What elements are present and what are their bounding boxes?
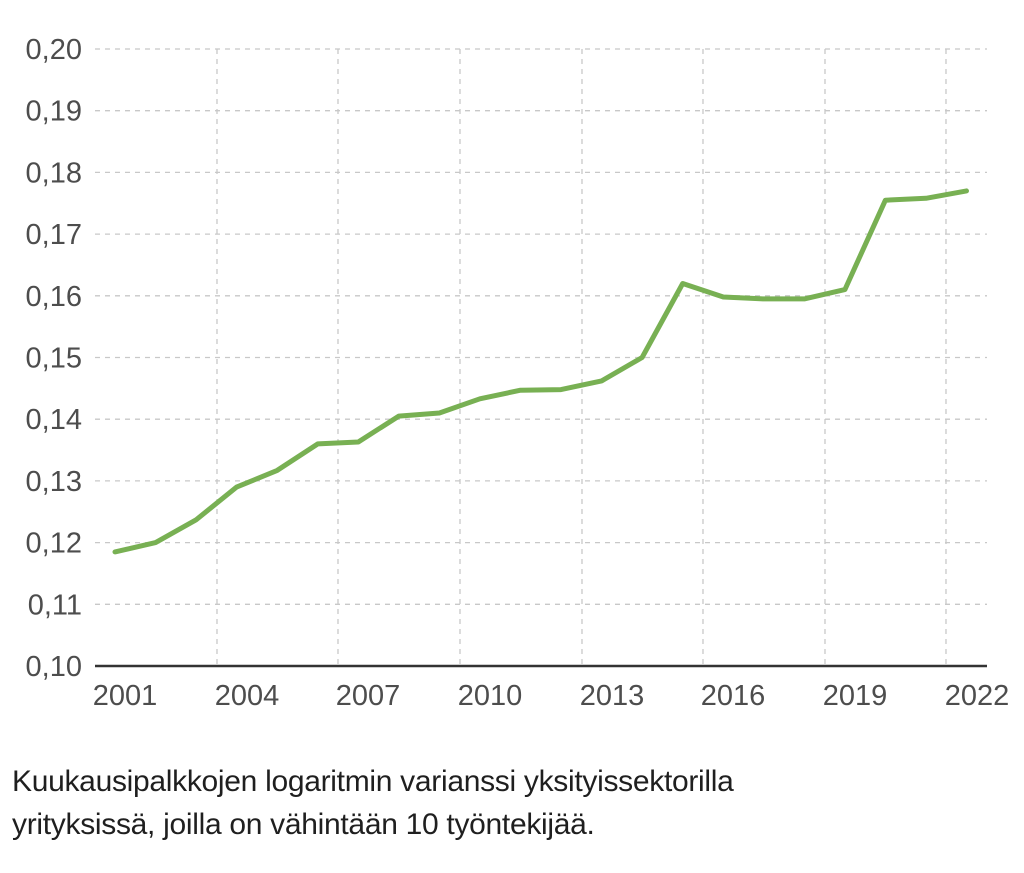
x-tick-label: 2013 [580,680,645,712]
vertical-gridlines [216,49,947,666]
caption-line-1: Kuukausipalkkojen logaritmin varianssi y… [12,765,734,798]
y-tick-label: 0,11 [28,589,82,621]
x-tick-label: 2022 [945,680,1010,712]
y-tick-label: 0,16 [26,281,82,313]
x-tick-label: 2007 [336,680,401,712]
y-tick-label: 0,15 [26,343,82,375]
y-tick-label: 0,20 [26,34,82,66]
x-tick-label: 2001 [93,680,158,712]
y-tick-label: 0,18 [26,157,82,189]
x-tick-label: 2019 [823,680,888,712]
y-tick-label: 0,10 [26,651,82,683]
line-chart: 0,10 0,11 0,12 0,13 0,14 0,15 0,16 0,17 0,18 0,19… [26,34,1010,712]
x-tick-label: 2016 [701,680,766,712]
x-axis-tick-labels: 2001 2004 2007 2010 2013 2016 2019 2022 [93,680,1010,712]
caption-line-2: yrityksissä, joilla on vähintään 10 työn… [12,808,595,841]
data-series-line [112,188,969,555]
y-tick-label: 0,12 [26,528,82,560]
y-tick-label: 0,14 [26,404,82,436]
x-tick-label: 2010 [458,680,523,712]
chart-caption: Kuukausipalkkojen logaritmin varianssi y… [12,760,1012,846]
y-tick-label: 0,19 [26,96,82,128]
y-tick-label: 0,13 [26,466,82,498]
y-tick-label: 0,17 [26,219,82,251]
y-axis-tick-labels: 0,10 0,11 0,12 0,13 0,14 0,15 0,16 0,17 0,18 0,19… [26,34,82,683]
x-tick-label: 2004 [215,680,280,712]
horizontal-gridlines [95,48,987,605]
